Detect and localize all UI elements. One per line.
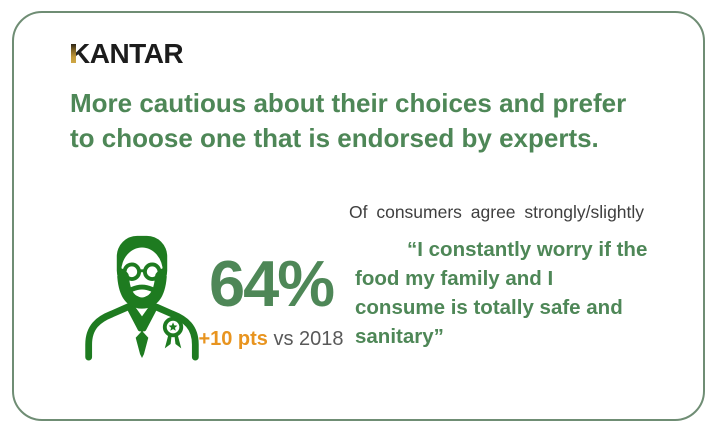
stat-comparison-row: +10 pts vs 2018 (169, 328, 373, 351)
kantar-logo: KANTAR (70, 38, 184, 69)
headline-line-2: to choose one that is endorsed by expert… (70, 123, 599, 153)
expert-person-icon (78, 231, 206, 361)
stat-vs-label: vs 2018 (273, 328, 344, 350)
kantar-logo-text: KANTAR (70, 38, 184, 69)
stat-value: 64% (208, 247, 335, 320)
stat-change-badge: +10 pts (198, 328, 268, 350)
quote-line-2: food my family and I (355, 267, 554, 290)
agreement-label: Of consumers agree strongly/slightly (349, 202, 645, 222)
stat-block: 64% +10 pts vs 2018 (169, 247, 373, 351)
quote-line-4: sanitary” (355, 325, 444, 348)
quote-line-3: consume is totally safe and (355, 296, 623, 319)
kantar-logo-k-gold-accent (70, 44, 76, 63)
headline: More cautious about their choices and pr… (70, 86, 626, 156)
headline-line-1: More cautious about their choices and pr… (70, 88, 627, 118)
consumer-quote: “I constantly worry if the food my famil… (355, 235, 647, 351)
infographic-card: KANTAR More cautious about their choices… (12, 11, 705, 421)
quote-line-1: “I constantly worry if the (407, 238, 648, 261)
